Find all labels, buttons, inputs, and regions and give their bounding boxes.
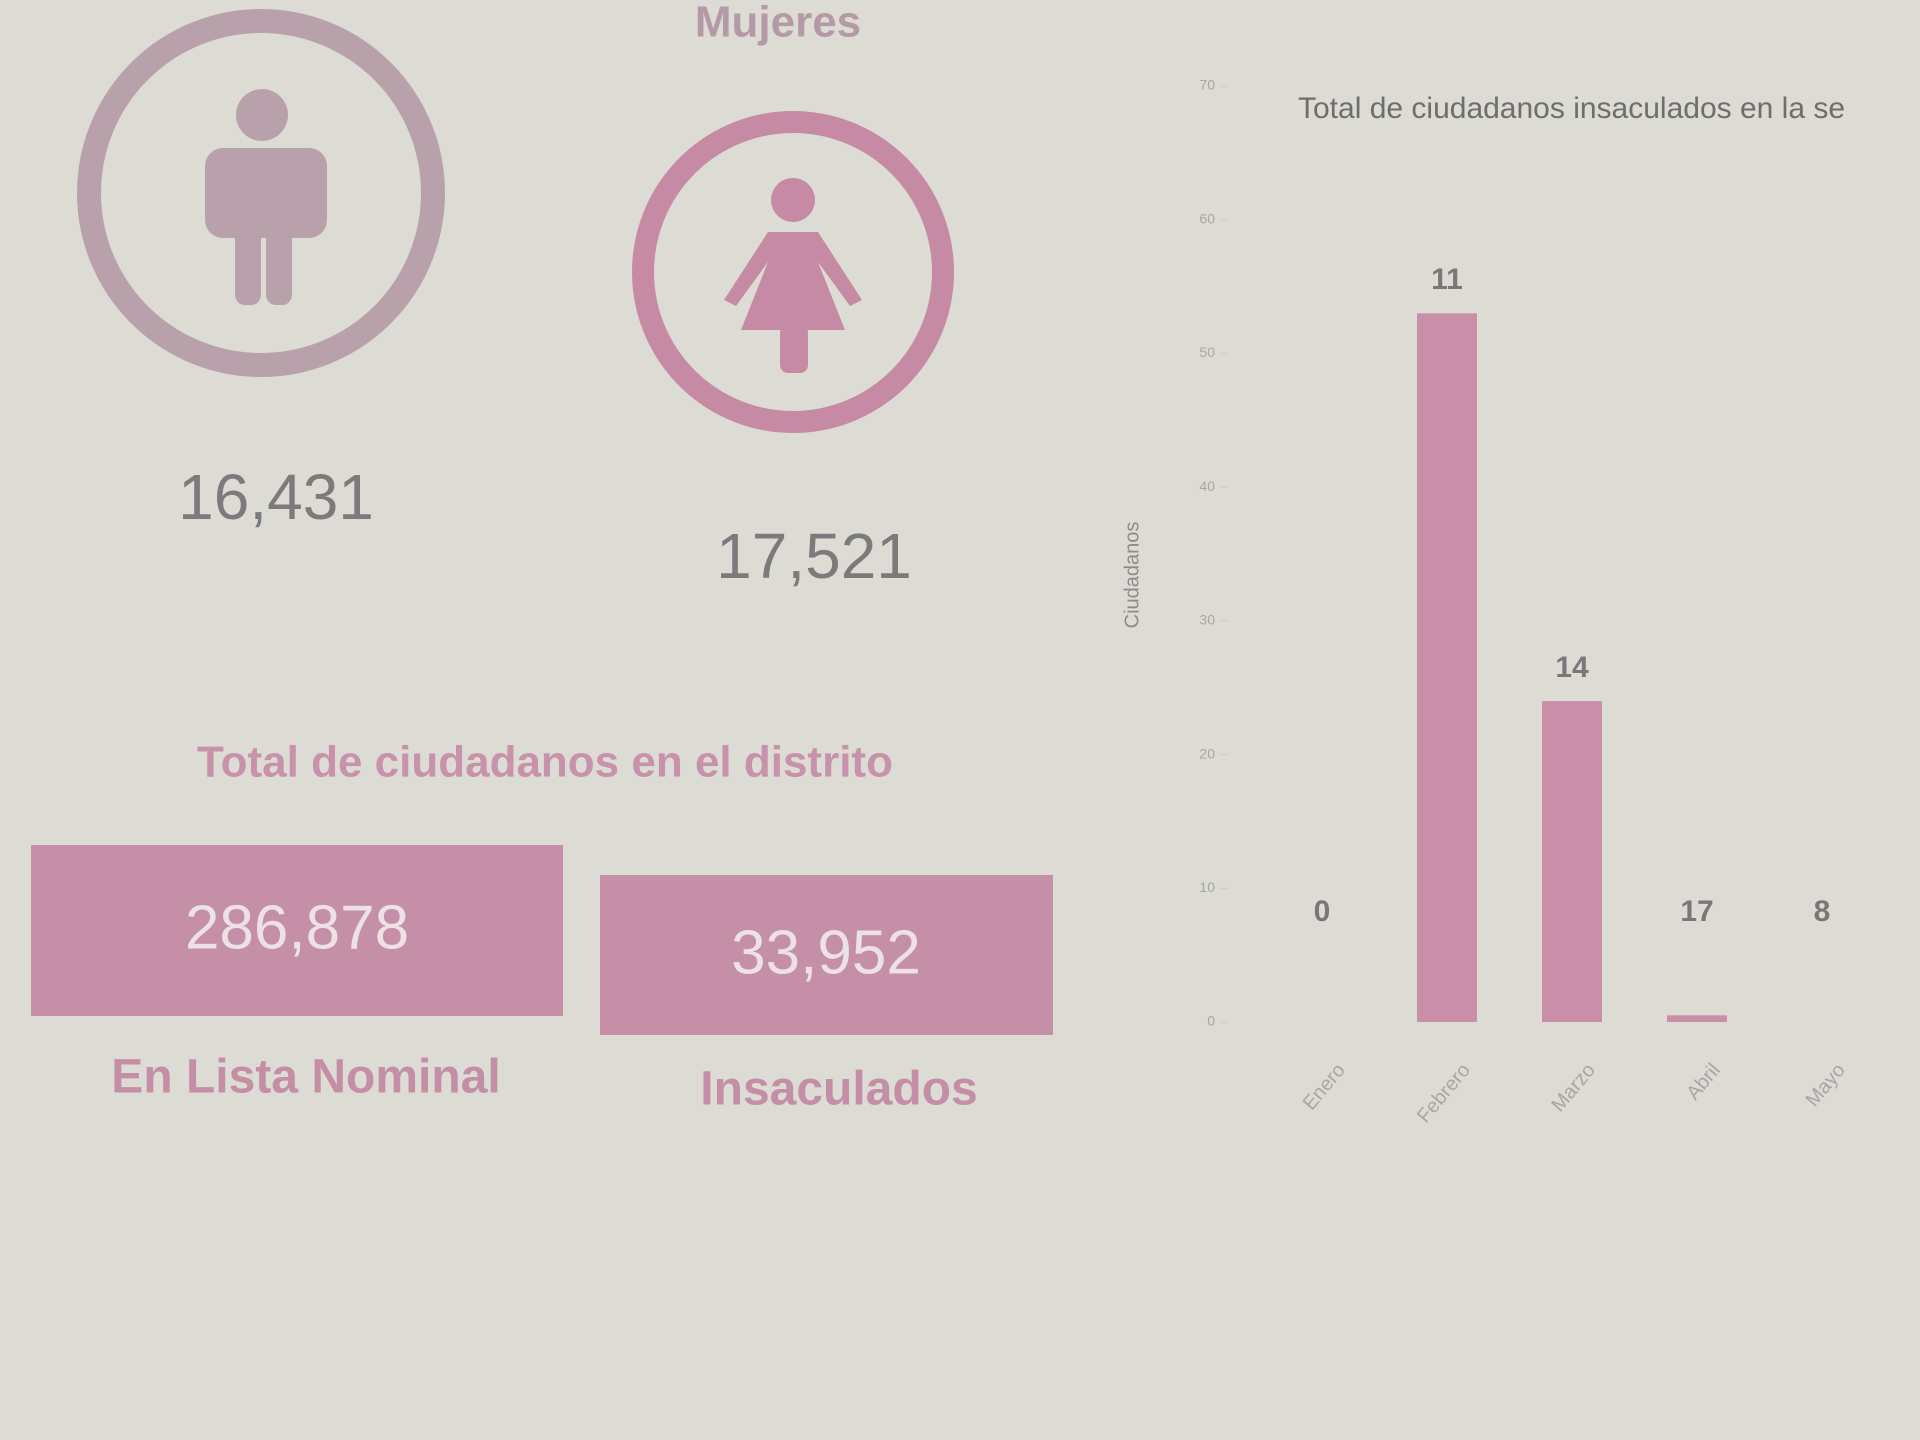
card	[600, 875, 1053, 1035]
female-icon	[632, 111, 954, 433]
card-value: 286,878	[185, 893, 409, 962]
y-tick-label: 10	[1199, 879, 1215, 895]
y-axis-label: Ciudadanos	[1121, 522, 1143, 629]
card-label: Insaculados	[700, 1063, 977, 1116]
data-label: 11	[1431, 263, 1463, 296]
card-label: En Lista Nominal	[111, 1051, 500, 1104]
card	[31, 845, 563, 1016]
data-label: 17	[1680, 895, 1713, 928]
data-label: 14	[1555, 651, 1589, 684]
men-count: 16,431	[178, 461, 374, 533]
y-tick-label: 60	[1199, 210, 1215, 226]
y-tick-label: 50	[1199, 344, 1215, 360]
y-tick-label: 20	[1199, 745, 1215, 761]
data-label: 8	[1814, 895, 1831, 928]
women-label: Mujeres	[695, 0, 861, 47]
card-value: 33,952	[731, 918, 921, 987]
y-tick-label: 30	[1199, 612, 1215, 628]
women-count: 17,521	[716, 520, 912, 592]
male-icon	[77, 9, 445, 377]
data-label: 0	[1314, 895, 1331, 928]
y-tick-label: 70	[1199, 77, 1215, 93]
y-tick-label: 40	[1199, 478, 1215, 494]
bar	[1667, 1015, 1727, 1022]
district-title: Total de ciudadanos en el distrito	[197, 738, 893, 787]
bar	[1417, 313, 1477, 1022]
bar	[1542, 701, 1602, 1022]
chart-title: Total de ciudadanos insaculados en la se	[1298, 92, 1845, 125]
y-tick-label: 0	[1207, 1013, 1215, 1029]
